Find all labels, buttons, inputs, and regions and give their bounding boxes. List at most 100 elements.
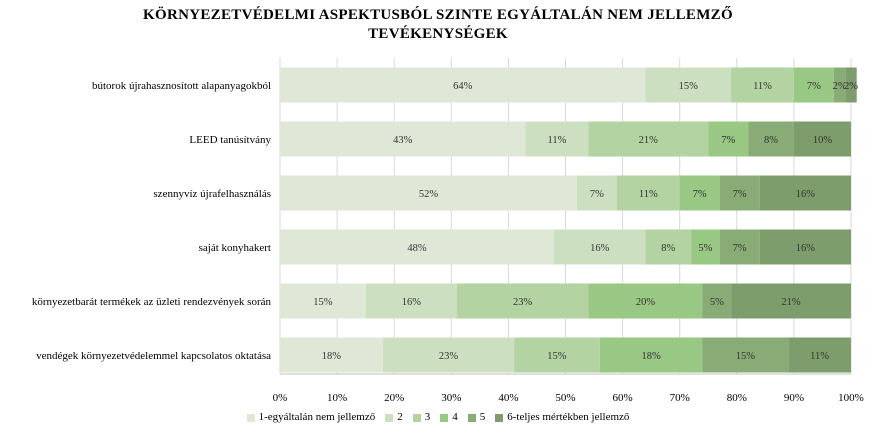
- data-label: 7%: [807, 81, 821, 92]
- data-label: 8%: [764, 135, 778, 146]
- bar-segment: [280, 283, 366, 319]
- bar-segment: [280, 67, 646, 103]
- data-label: 7%: [693, 189, 707, 200]
- data-label: 7%: [721, 135, 735, 146]
- data-label: 2%: [833, 81, 847, 92]
- category-label: bútorok újrahasznosított alapanyagokból: [92, 80, 271, 92]
- legend: 1-egyáltalán nem jellemző 2 3 4 5 6-teljes mé…: [0, 411, 876, 423]
- legend-item: 1-egyáltalán nem jellemző: [246, 411, 376, 424]
- data-label: 11%: [810, 351, 829, 362]
- data-label: 8%: [661, 243, 675, 254]
- bar-segment: [708, 121, 749, 157]
- chart-title: KÖRNYEZETVÉDELMI ASPEKTUSBÓL SZINTE EGYÁ…: [0, 6, 876, 44]
- bar-segment: [382, 337, 515, 373]
- bar-segment: [599, 337, 703, 373]
- category-label: vendégek környezetvédelemmel kapcsolatos…: [36, 350, 271, 362]
- bar-segment: [702, 337, 789, 373]
- x-tick-label: 40%: [498, 392, 518, 404]
- x-tick-label: 60%: [613, 392, 633, 404]
- data-label: 16%: [590, 243, 610, 254]
- x-tick-label: 20%: [384, 392, 404, 404]
- data-label: 21%: [639, 135, 659, 146]
- category-label: szennyvíz újrafelhasználás: [153, 188, 271, 200]
- x-tick-label: 70%: [670, 392, 690, 404]
- legend-item: 2: [385, 411, 403, 423]
- bar-segment: [759, 175, 851, 211]
- data-label: 7%: [733, 243, 747, 254]
- legend-swatch: [467, 413, 476, 422]
- data-label: 7%: [590, 189, 604, 200]
- data-label: 7%: [733, 189, 747, 200]
- bar-segment: [525, 121, 589, 157]
- x-tick-label: 50%: [555, 392, 575, 404]
- data-label: 16%: [796, 189, 816, 200]
- data-label: 16%: [402, 297, 422, 308]
- legend-swatch: [495, 413, 504, 422]
- data-label: 5%: [698, 243, 712, 254]
- legend-swatch: [246, 413, 255, 422]
- category-label: saját konyhakert: [199, 242, 271, 254]
- bar-segment: [788, 337, 851, 373]
- bar-segment: [845, 67, 857, 103]
- bar-segment: [280, 229, 555, 265]
- data-label: 5%: [710, 297, 724, 308]
- chart-title-line-1: KÖRNYEZETVÉDELMI ASPEKTUSBÓL SZINTE EGYÁ…: [143, 7, 733, 23]
- category-label: környezetbarát termékek az üzleti rendez…: [32, 296, 272, 308]
- data-label: 64%: [453, 81, 473, 92]
- x-tick-label: 0%: [273, 392, 288, 404]
- bar-segment: [833, 67, 846, 103]
- stacked-bar-chart: bútorok újrahasznosított alapanyagokból 6…: [32, 58, 864, 404]
- x-tick-label: 30%: [441, 392, 461, 404]
- bar-segment: [702, 283, 732, 319]
- legend-swatch: [385, 413, 394, 422]
- bar-segment: [719, 175, 760, 211]
- data-label: 11%: [753, 81, 772, 92]
- legend-swatch: [412, 413, 421, 422]
- bar-segment: [280, 337, 383, 373]
- data-label: 23%: [513, 297, 533, 308]
- x-tick-label: 90%: [784, 392, 804, 404]
- legend-item: 6-teljes mértékben jellemző: [495, 411, 629, 423]
- data-label: 11%: [548, 135, 567, 146]
- bar-segment: [457, 283, 589, 319]
- data-label: 23%: [439, 351, 459, 362]
- x-tick-label: 100%: [838, 392, 864, 404]
- bar-segment: [731, 67, 794, 103]
- bar-segment: [759, 229, 851, 265]
- data-label: 2%: [844, 81, 858, 92]
- data-label: 18%: [322, 351, 342, 362]
- legend-item: 5: [467, 411, 485, 423]
- bar-segment: [691, 229, 720, 265]
- x-tick-label: 80%: [727, 392, 747, 404]
- bar-segment: [793, 121, 851, 157]
- bar-segment: [679, 175, 720, 211]
- legend-item: 4: [440, 411, 458, 423]
- bar-segment: [514, 337, 600, 373]
- bar-segment: [554, 229, 646, 265]
- legend-swatch: [440, 413, 449, 422]
- data-label: 18%: [642, 351, 662, 362]
- bar-segment: [588, 121, 709, 157]
- data-label: 20%: [636, 297, 656, 308]
- chart-title-line-2: TEVÉKENYSÉGEK: [368, 26, 508, 42]
- bar-segment: [645, 229, 692, 265]
- data-label: 11%: [639, 189, 658, 200]
- legend-label: 4: [452, 411, 458, 424]
- bar-segment: [576, 175, 617, 211]
- legend-label: 3: [424, 411, 431, 424]
- bar-segment: [645, 67, 732, 103]
- data-label: 21%: [781, 297, 801, 308]
- bar-segment: [719, 229, 760, 265]
- bar-segment: [793, 67, 834, 103]
- data-label: 48%: [407, 243, 427, 254]
- category-label: LEED tanúsítvány: [189, 134, 271, 146]
- legend-label: 1-egyáltalán nem jellemző: [258, 411, 376, 424]
- data-label: 15%: [679, 81, 699, 92]
- bar-segment: [280, 175, 577, 211]
- data-label: 16%: [796, 243, 816, 254]
- data-label: 10%: [813, 135, 833, 146]
- legend-item: 3: [412, 411, 431, 424]
- bar-segment: [280, 121, 526, 157]
- data-label: 52%: [419, 189, 439, 200]
- bar-segment: [588, 283, 703, 319]
